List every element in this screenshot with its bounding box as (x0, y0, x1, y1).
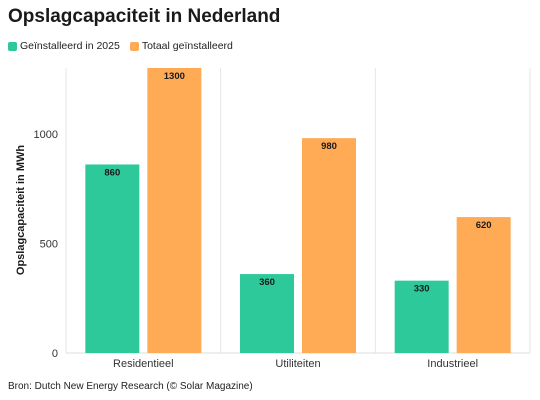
data-label: 980 (321, 141, 337, 152)
bar-residentieel-series-1 (147, 68, 202, 353)
data-label: 330 (414, 284, 430, 295)
plot-area: 0 500 1000 860 1300 Residentieel 360 980 Utilite… (34, 68, 531, 370)
legend: Geïnstalleerd in 2025 Totaal geïnstallee… (8, 40, 237, 52)
y-tick-label: 500 (40, 238, 58, 250)
chart-title: Opslagcapaciteit in Nederland (8, 6, 281, 27)
y-tick-label: 1000 (34, 129, 58, 141)
y-axis-label: Opslagcapaciteit in MWh (15, 145, 27, 275)
x-tick-label: Residentieel (113, 358, 174, 370)
y-tick-label: 0 (52, 348, 58, 360)
legend-item-total-installed: Totaal geïnstalleerd (129, 40, 233, 52)
bar-industrieel-series-0 (394, 280, 449, 353)
data-label: 360 (259, 277, 275, 288)
bar-utiliteiten-series-0 (240, 274, 294, 353)
x-tick-label: Utiliteiten (275, 358, 320, 370)
legend-item-installed-2025: Geïnstalleerd in 2025 (8, 40, 120, 52)
x-tick-label: Industrieel (427, 358, 478, 370)
bar-industrieel-series-1 (456, 217, 511, 353)
source-note: Bron: Dutch New Energy Research (© Solar… (8, 381, 253, 392)
legend-label-total-installed: Totaal geïnstalleerd (141, 40, 233, 52)
data-label: 1300 (164, 71, 185, 82)
bar-residentieel-series-0 (85, 164, 140, 353)
bar-utiliteiten-series-1 (302, 138, 356, 353)
legend-label-installed-2025: Geïnstalleerd in 2025 (20, 40, 120, 52)
legend-swatch-installed-2025 (8, 41, 17, 51)
data-label: 620 (476, 220, 492, 231)
data-label: 860 (104, 167, 120, 178)
legend-swatch-total-installed (129, 41, 139, 51)
